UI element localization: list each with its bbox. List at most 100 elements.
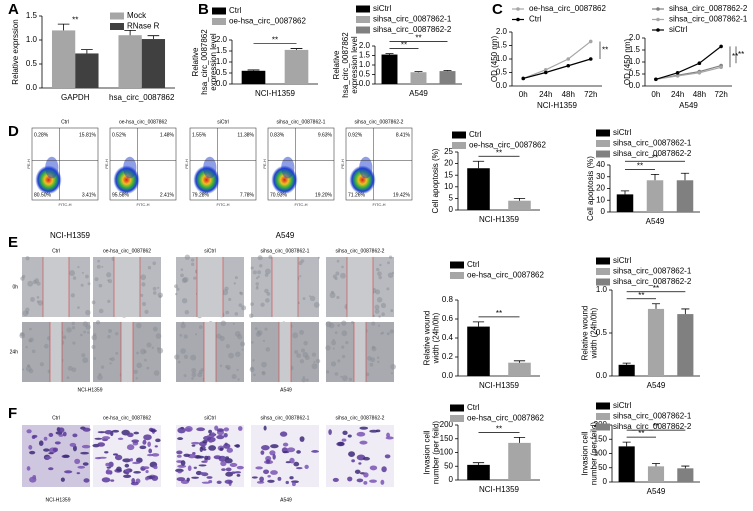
cell-texture xyxy=(260,302,265,307)
error-bar xyxy=(147,35,160,40)
invading-cell xyxy=(263,425,267,431)
invading-cell xyxy=(225,467,232,472)
invading-cell xyxy=(265,455,272,462)
legend-swatch xyxy=(596,150,610,158)
cell-texture xyxy=(135,377,138,380)
invading-cell xyxy=(32,434,38,438)
cell-texture xyxy=(365,372,370,377)
invading-cell xyxy=(29,450,36,455)
cell-texture xyxy=(140,348,146,355)
error-bar xyxy=(443,70,452,72)
plot-title: sihsa_circ_0087862-1 xyxy=(277,119,326,125)
invading-cell xyxy=(43,448,50,452)
invading-cell xyxy=(150,429,157,433)
cell-texture xyxy=(19,332,26,339)
invading-cell xyxy=(299,436,305,442)
plot-title: sihsa_circ_0087862-2 xyxy=(355,119,404,125)
y-tick-label: 15 xyxy=(444,170,453,179)
invading-cell xyxy=(125,469,130,473)
x-tick-label: 48h xyxy=(562,90,575,99)
cell-texture xyxy=(254,327,258,330)
cell-texture xyxy=(371,321,376,326)
line xyxy=(523,40,592,80)
cell-texture xyxy=(39,362,44,367)
panel-label: B xyxy=(198,1,209,18)
invading-cell xyxy=(133,431,140,435)
flow-x-axis: FITC-H xyxy=(294,202,307,207)
legend-label: sihsa_circ_0087862-2 xyxy=(613,422,692,431)
cell-texture xyxy=(222,289,229,296)
significance: ** xyxy=(496,148,502,157)
cell-texture xyxy=(98,283,103,288)
invading-cell xyxy=(380,479,385,485)
error-bar xyxy=(651,303,661,309)
quadrant-percent: 0.52% xyxy=(112,132,127,138)
invading-cell xyxy=(191,476,200,479)
cell-texture xyxy=(340,272,346,279)
cell-texture xyxy=(80,333,83,337)
invading-cell xyxy=(384,454,391,459)
x-axis-label: NCI-H1359 xyxy=(537,101,578,110)
y-tick-label: 5 xyxy=(449,194,454,203)
cell-texture xyxy=(388,255,393,259)
plot-title: Ctrl xyxy=(61,119,69,125)
legend-swatch xyxy=(212,18,226,25)
invading-cell xyxy=(177,437,184,441)
cell-texture xyxy=(183,354,189,359)
significance: ** xyxy=(652,153,658,162)
cell-texture xyxy=(387,272,394,278)
cell-texture xyxy=(311,352,317,357)
cell-texture xyxy=(240,341,246,347)
flow-population xyxy=(203,156,217,179)
cell-texture xyxy=(71,367,77,373)
invading-cell xyxy=(110,479,115,482)
invading-cell xyxy=(101,436,111,440)
quadrant-percent: 1.55% xyxy=(192,132,207,138)
invading-cell xyxy=(126,444,135,451)
cell-texture xyxy=(25,365,32,372)
invading-cell xyxy=(105,462,110,467)
cell-texture xyxy=(261,361,267,368)
cell-texture xyxy=(30,297,35,302)
invading-cell xyxy=(285,480,289,485)
invading-cell xyxy=(145,469,149,474)
cell-texture xyxy=(108,328,112,333)
invading-cell xyxy=(236,465,244,470)
cell-texture xyxy=(91,334,97,341)
error-bar xyxy=(513,198,526,201)
cell-texture xyxy=(20,276,25,281)
x-tick-label: 24h xyxy=(671,90,684,99)
invading-cell xyxy=(223,433,228,438)
legend-label: sihsa_circ_0087862-2 xyxy=(613,149,692,158)
x-axis-label: A549 xyxy=(647,381,666,390)
cell-texture xyxy=(227,367,230,370)
bar xyxy=(508,362,531,376)
legend-label: sihsa_circ_0087862-1 xyxy=(669,15,748,24)
cell-texture xyxy=(341,330,348,337)
invading-cell xyxy=(52,447,59,452)
invading-cell xyxy=(101,477,111,483)
image-title: Ctrl xyxy=(52,415,60,421)
invading-cell xyxy=(54,441,61,445)
legend-label: oe-hsa_circ_0087862 xyxy=(469,141,546,150)
y-tick-label: 1.5 xyxy=(26,11,38,20)
cell-texture xyxy=(43,343,49,349)
y-tick-label: 1.5 xyxy=(629,45,641,54)
cell-texture xyxy=(235,351,241,357)
cell-texture xyxy=(296,353,302,358)
significance: ** xyxy=(272,36,278,45)
cell-texture xyxy=(133,369,138,375)
cell-texture xyxy=(106,272,112,278)
image-title: sihsa_circ_0087862-2 xyxy=(336,248,385,254)
invading-cell xyxy=(151,453,160,457)
invading-cell xyxy=(177,464,187,468)
x-tick-label: 72h xyxy=(714,90,727,99)
cell-texture xyxy=(380,302,387,309)
legend-label: oe-hsa_circ_0087862 xyxy=(467,271,544,280)
cell-texture xyxy=(181,298,188,304)
invading-cell xyxy=(213,455,222,460)
cell-texture xyxy=(198,369,203,374)
cell-texture xyxy=(98,308,104,314)
cell-texture xyxy=(191,368,197,374)
cell-texture xyxy=(193,276,197,280)
